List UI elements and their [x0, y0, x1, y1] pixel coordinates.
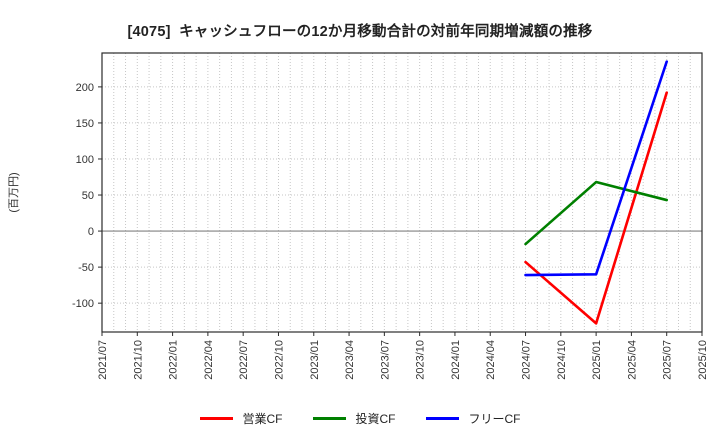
svg-text:2023/10: 2023/10 — [415, 340, 427, 380]
svg-text:2022/01: 2022/01 — [168, 340, 180, 380]
svg-text:-100: -100 — [72, 298, 94, 310]
svg-text:2025/04: 2025/04 — [626, 340, 638, 380]
svg-text:200: 200 — [76, 82, 94, 94]
svg-text:2025/07: 2025/07 — [662, 340, 674, 380]
svg-text:2024/07: 2024/07 — [521, 340, 533, 380]
svg-text:150: 150 — [76, 118, 94, 130]
legend-swatch-operating-cf — [199, 417, 233, 420]
svg-text:100: 100 — [76, 154, 94, 166]
svg-text:2025/01: 2025/01 — [591, 340, 603, 380]
svg-text:2024/01: 2024/01 — [450, 340, 462, 380]
svg-text:2022/04: 2022/04 — [203, 340, 215, 380]
legend-item-operating-cf: 営業CF — [199, 410, 283, 427]
svg-text:-50: -50 — [78, 262, 94, 274]
svg-text:2024/10: 2024/10 — [556, 340, 568, 380]
svg-text:2023/01: 2023/01 — [309, 340, 321, 380]
x-tick-labels: 2021/07 2021/10 2022/01 2022/04 2022/07 2022/… — [97, 332, 709, 380]
svg-text:0: 0 — [88, 226, 94, 238]
legend-swatch-investing-cf — [312, 417, 346, 420]
series-line-2 — [524, 60, 669, 277]
svg-text:2022/10: 2022/10 — [273, 340, 285, 380]
svg-text:2025/10: 2025/10 — [697, 340, 709, 380]
series-line-1 — [524, 180, 669, 246]
svg-text:2024/04: 2024/04 — [485, 340, 497, 380]
svg-text:2021/07: 2021/07 — [97, 340, 109, 380]
legend-item-investing-cf: 投資CF — [312, 410, 396, 427]
chart-legend: 営業CF 投資CF フリーCF — [0, 410, 720, 427]
legend-item-free-cf: フリーCF — [425, 410, 521, 427]
svg-text:2023/07: 2023/07 — [379, 340, 391, 380]
svg-text:2023/04: 2023/04 — [344, 340, 356, 380]
legend-label-operating-cf: 営業CF — [242, 412, 283, 426]
legend-swatch-free-cf — [425, 417, 459, 420]
y-axis-label: (百万円) — [8, 172, 20, 212]
chart-title: [4075] キャッシュフローの12か月移動合計の対前年同期増減額の推移 — [127, 24, 593, 40]
x-gridlines — [101, 53, 703, 332]
series-line-0 — [524, 91, 669, 325]
svg-text:2022/07: 2022/07 — [238, 340, 250, 380]
legend-label-free-cf: フリーCF — [468, 412, 521, 426]
plot-border — [101, 52, 703, 333]
svg-text:50: 50 — [82, 190, 94, 202]
svg-text:2021/10: 2021/10 — [132, 340, 144, 380]
legend-label-investing-cf: 投資CF — [355, 412, 396, 426]
y-tick-labels: -100 -50 0 50 100 150 200 — [72, 82, 102, 310]
y-gridlines — [102, 86, 702, 304]
